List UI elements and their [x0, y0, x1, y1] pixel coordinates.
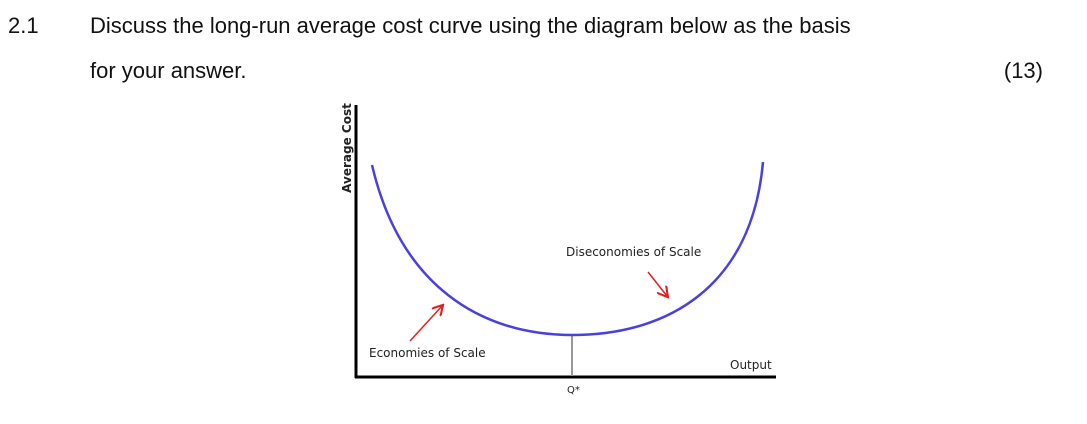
- x-axis-label: Output: [730, 358, 772, 372]
- question-marks: (13): [1003, 58, 1043, 83]
- label: Economies of Scale: [369, 346, 486, 360]
- label: Diseconomies of Scale: [566, 245, 701, 259]
- question-text: for your answer.: [90, 58, 247, 83]
- question-number: 2.1: [8, 13, 39, 38]
- lrac-curve: [370, 161, 765, 337]
- y-axis-label: Average Cost: [340, 103, 354, 193]
- arrow: [409, 306, 442, 342]
- q-label: Q*: [567, 385, 580, 396]
- question-text: Discuss the long-run average cost curve …: [90, 13, 851, 38]
- arrow: [647, 271, 667, 296]
